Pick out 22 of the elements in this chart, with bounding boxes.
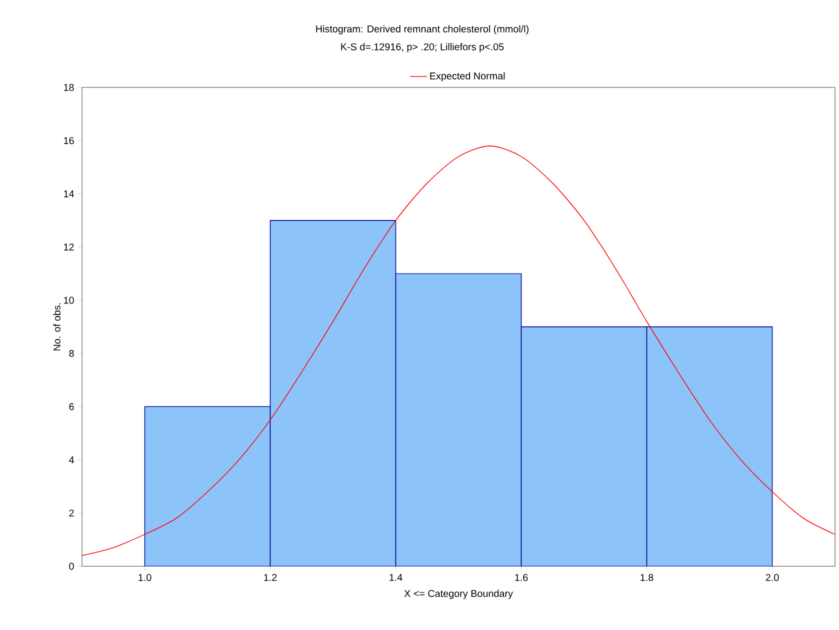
y-tick-label: 14 <box>64 190 74 198</box>
y-tick-label: 6 <box>69 403 74 410</box>
y-axis-title: No. of obs. <box>53 303 60 350</box>
legend-label: Expected Normal <box>430 72 505 82</box>
y-tick-label: 4 <box>69 456 74 464</box>
chart-title: Histogram: Derived remnant cholesterol (mmol/l) <box>316 25 528 34</box>
x-tick-label: 1.8 <box>640 574 654 582</box>
y-tick-label: 12 <box>64 244 74 251</box>
x-tick-label: 1.0 <box>138 574 152 582</box>
y-tick-label: 8 <box>69 350 74 358</box>
y-tick-label: 10 <box>64 296 74 304</box>
x-tick-label: 1.4 <box>390 574 402 581</box>
line-series <box>82 146 836 556</box>
y-tick-label: 2 <box>69 510 74 517</box>
y-tick-label: 18 <box>64 84 74 91</box>
chart-subtitle: K-S d=.12916, p> .20; Lilliefors p<.05 <box>341 43 504 52</box>
y-tick-label: 0 <box>69 562 74 570</box>
x-tick-label: 1.6 <box>515 574 528 582</box>
x-tick-label: 2.0 <box>766 574 779 582</box>
y-tick-label: 16 <box>64 137 74 144</box>
x-tick-label: 1.2 <box>264 574 277 581</box>
x-axis-title: X <= Category Boundary <box>404 590 513 600</box>
